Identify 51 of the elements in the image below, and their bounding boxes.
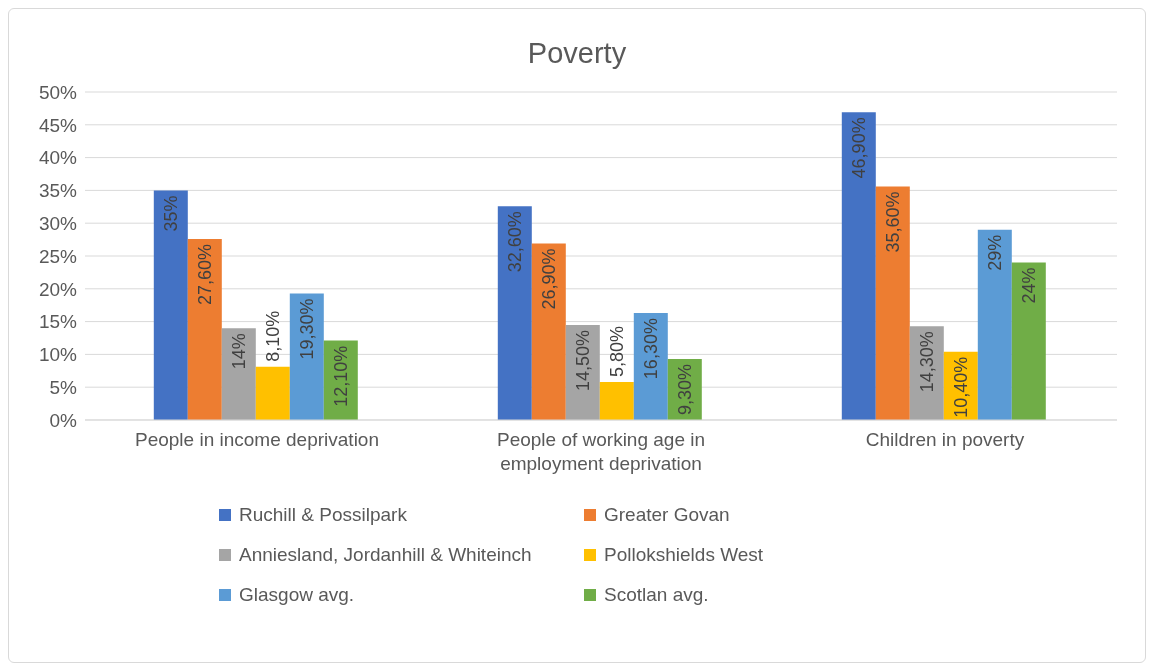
bar xyxy=(153,190,188,420)
legend-label: Greater Govan xyxy=(604,504,730,526)
bar xyxy=(599,381,634,420)
legend-label: Glasgow avg. xyxy=(239,584,355,606)
data-label: 12,10% xyxy=(330,345,351,407)
data-label: 14,50% xyxy=(572,329,593,391)
bar xyxy=(977,229,1012,420)
bar xyxy=(255,366,290,420)
data-label: 14,30% xyxy=(916,331,937,393)
y-tick-label: 10% xyxy=(38,344,78,366)
x-tick-label: People of working age in employment deprivation xyxy=(496,429,706,474)
data-label: 32,60% xyxy=(504,211,525,273)
data-label: 16,30% xyxy=(640,318,661,380)
y-tick-label: 40% xyxy=(38,147,78,169)
data-label: 27,60% xyxy=(194,243,215,306)
bar xyxy=(841,112,876,420)
bar xyxy=(289,293,324,420)
data-label: 29% xyxy=(984,234,1005,271)
y-tick-label: 30% xyxy=(38,212,78,234)
chart-title: Poverty xyxy=(526,37,628,70)
bar xyxy=(221,328,256,420)
y-tick-label: 15% xyxy=(38,311,78,333)
data-label: 46,90% xyxy=(848,117,869,179)
y-tick-label: 25% xyxy=(38,245,78,267)
y-tick-label: 0% xyxy=(49,409,78,431)
data-label: 19,30% xyxy=(296,298,317,360)
data-label: 9,30% xyxy=(674,363,695,416)
data-label: 14% xyxy=(228,333,249,370)
data-label: 10,40% xyxy=(950,356,971,418)
data-label: 35% xyxy=(160,195,181,232)
x-tick-label: Children in poverty xyxy=(865,429,1025,450)
data-label: 26,90% xyxy=(538,248,559,310)
y-tick-label: 35% xyxy=(38,180,78,202)
bar xyxy=(875,186,910,420)
legend-label: Pollokshields West xyxy=(604,544,764,566)
data-label: 5,80% xyxy=(606,325,627,377)
bar xyxy=(1011,262,1046,420)
x-tick-label: People in income deprivation xyxy=(135,429,379,450)
data-label: 8,10% xyxy=(262,310,283,362)
y-tick-label: 45% xyxy=(38,114,78,136)
bar xyxy=(187,238,222,420)
data-label: 24% xyxy=(1018,267,1039,304)
legend-label: Anniesland, Jordanhill & Whiteinch xyxy=(239,544,532,566)
y-tick-label: 5% xyxy=(49,376,78,398)
legend-label: Ruchill & Possilpark xyxy=(239,504,407,526)
bar xyxy=(497,206,532,420)
legend-label: Scotlan avg. xyxy=(604,584,709,606)
y-tick-label: 50% xyxy=(38,81,78,103)
data-label: 35,60% xyxy=(882,191,903,253)
y-tick-label: 20% xyxy=(38,278,78,300)
bar xyxy=(531,243,566,420)
